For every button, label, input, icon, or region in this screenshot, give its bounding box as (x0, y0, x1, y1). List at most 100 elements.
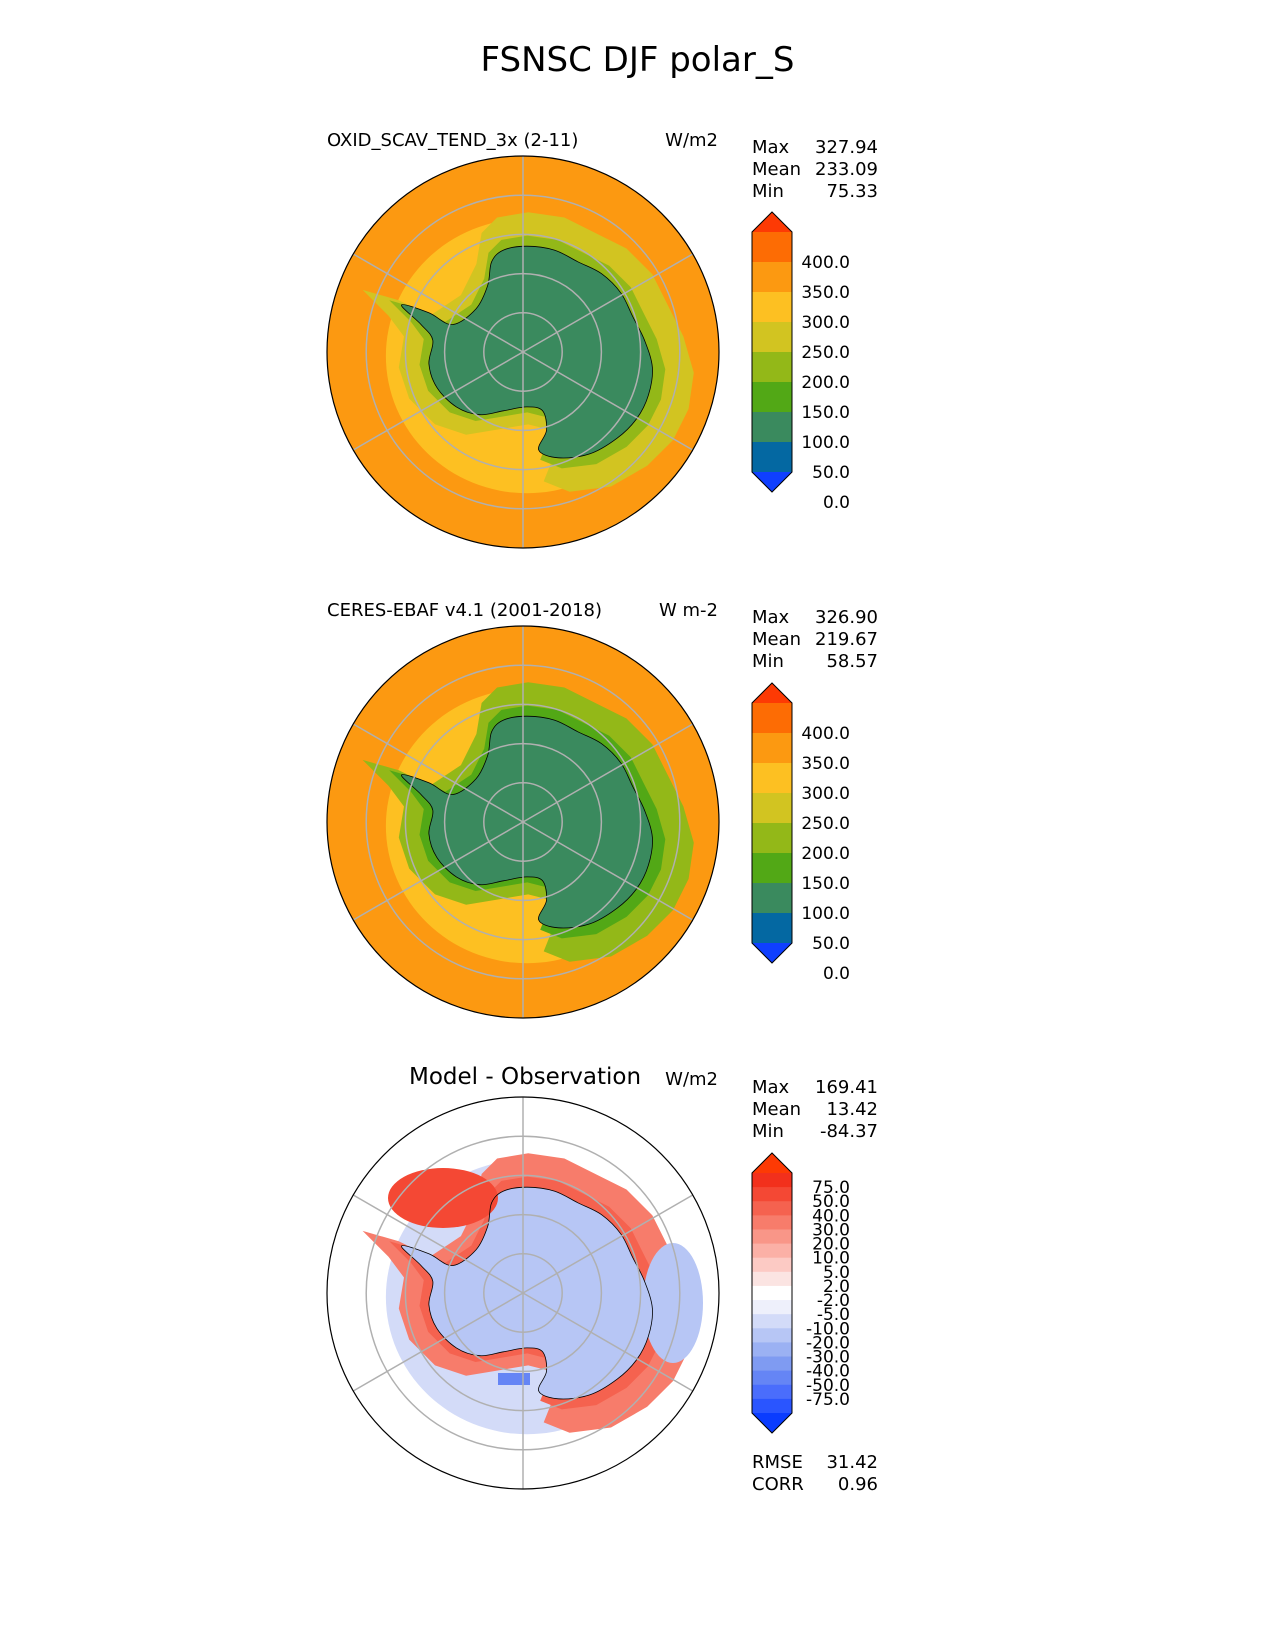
colorbar-tick-label: 400.0 (801, 253, 850, 273)
meridian-line (522, 723, 694, 823)
panel-3-metrics: RMSE 31.42 CORR 0.96 (752, 1452, 878, 1496)
colorbar-segment (752, 853, 792, 884)
polar-map-3 (326, 1096, 720, 1490)
colorbar-extend-bottom (752, 1413, 792, 1433)
colorbar-tick-label: 50.0 (812, 463, 850, 483)
colorbar-tick-label: 150.0 (801, 874, 850, 894)
colorbar-segment (752, 442, 792, 473)
stat-value: 75.33 (826, 181, 878, 202)
panel-1-title: OXID_SCAV_TEND_3x (2-11) (327, 130, 579, 151)
colorbar-tick-label: -2.0 (817, 1291, 850, 1311)
field-continent (401, 716, 653, 928)
panel-1-stats: Max 327.94 Mean 233.09 Min 75.33 (752, 137, 878, 203)
field-continent (401, 246, 653, 458)
colorbar-segment (752, 1229, 792, 1245)
colorbar-outline (751, 682, 793, 964)
meridian-line (522, 821, 694, 921)
figure-title: FSNSC DJF polar_S (480, 40, 795, 80)
colorbar-tick-label: 50.0 (812, 1192, 850, 1212)
colorbar-tick-label: 20.0 (812, 1235, 850, 1255)
colorbar-tick-label: 10.0 (812, 1249, 850, 1269)
colorbar-tick-label: 0.0 (823, 964, 850, 984)
colorbar-extend-top (752, 212, 792, 232)
colorbar-extend-bottom (752, 472, 792, 492)
colorbar-segment (752, 1257, 792, 1273)
colorbar-tick-label: 2.0 (823, 1277, 850, 1297)
meridian-line (352, 723, 524, 823)
colorbar-outline (751, 211, 793, 493)
meridian-line (522, 1292, 694, 1392)
meridian-line (522, 253, 694, 353)
map-field (327, 156, 719, 548)
colorbar-tick-label: 100.0 (801, 433, 850, 453)
colorbar-segment (752, 1215, 792, 1230)
colorbar-segment (752, 322, 792, 353)
stat-label: Max (752, 137, 790, 158)
colorbar-segment (752, 1398, 792, 1414)
stat-label: Mean (752, 629, 802, 650)
colorbar-segment (752, 1300, 792, 1315)
colorbar-1: 400.0 350.0 300.0 250.0 200.0 150.0 100.0 50.0 0… (751, 211, 850, 513)
colorbar-segment (752, 1243, 792, 1259)
colorbar-tick-label: -75.0 (806, 1390, 850, 1410)
map-border (326, 625, 720, 1019)
metric-label: CORR (752, 1474, 804, 1495)
colorbar-extend-top (752, 683, 792, 703)
stat-label: Min (752, 181, 784, 202)
colorbar-tick-label: 150.0 (801, 403, 850, 423)
colorbar-extend-bottom (752, 943, 792, 963)
map-field (327, 626, 719, 1018)
colorbar-tick-label: 250.0 (801, 343, 850, 363)
colorbar-segment (752, 823, 792, 854)
colorbar-segment (752, 382, 792, 413)
colorbar-tick-label: 300.0 (801, 784, 850, 804)
colorbar-tick-label: 350.0 (801, 283, 850, 303)
stat-label: Max (752, 607, 790, 628)
colorbar-tick-label: 100.0 (801, 904, 850, 924)
meridian-line (352, 821, 524, 921)
colorbar-segment (752, 1187, 792, 1202)
colorbar-tick-label: 250.0 (801, 814, 850, 834)
colorbar-segment (752, 763, 792, 794)
stat-label: Mean (752, 1099, 802, 1120)
panel-2-stats: Max 326.90 Mean 219.67 Min 58.57 (752, 607, 878, 673)
colorbar-segment (752, 883, 792, 914)
colorbar-segment (752, 1201, 792, 1216)
colorbar-segment (752, 1285, 792, 1301)
stat-value: 326.90 (815, 607, 878, 628)
polar-map-1 (326, 155, 720, 549)
colorbar-segment (752, 1314, 792, 1329)
stat-label: Max (752, 1077, 790, 1098)
colorbar-segment (752, 913, 792, 944)
stat-value: 13.42 (826, 1099, 878, 1120)
colorbar-2: 400.0 350.0 300.0 250.0 200.0 150.0 100.0 50.0 0… (751, 682, 850, 984)
colorbar-tick-label: -20.0 (806, 1333, 850, 1353)
stat-value: 327.94 (815, 137, 878, 158)
metric-value: 0.96 (837, 1474, 878, 1495)
colorbar-segment (752, 412, 792, 443)
colorbar-3: 75.050.040.030.020.010.05.02.0-2.0-5.0-1… (751, 1152, 850, 1434)
colorbar-segment (752, 292, 792, 323)
panel-3-units: W/m2 (665, 1069, 718, 1090)
colorbar-tick-label: 40.0 (812, 1206, 850, 1226)
map-field (327, 1097, 719, 1489)
panel-2-title: CERES-EBAF v4.1 (2001-2018) (327, 600, 603, 621)
colorbar-tick-label: -50.0 (806, 1376, 850, 1396)
colorbar-tick-label: -40.0 (806, 1362, 850, 1382)
colorbar-segment (752, 1356, 792, 1372)
colorbar-tick-label: 0.0 (823, 493, 850, 513)
colorbar-tick-label: 350.0 (801, 754, 850, 774)
stat-value: 169.41 (815, 1077, 878, 1098)
meridian-line (352, 253, 524, 353)
colorbar-segment (752, 232, 792, 263)
meridian-line (352, 351, 524, 451)
stat-label: Min (752, 651, 784, 672)
stat-value: -84.37 (819, 1121, 878, 1142)
polar-map-2 (326, 625, 720, 1019)
panel-1-units: W/m2 (665, 130, 718, 151)
field-anomaly-positive (388, 1168, 498, 1228)
colorbar-segment (752, 793, 792, 824)
stat-value: 58.57 (826, 651, 878, 672)
panel-2-units: W m-2 (658, 600, 718, 621)
map-border (326, 1096, 720, 1490)
